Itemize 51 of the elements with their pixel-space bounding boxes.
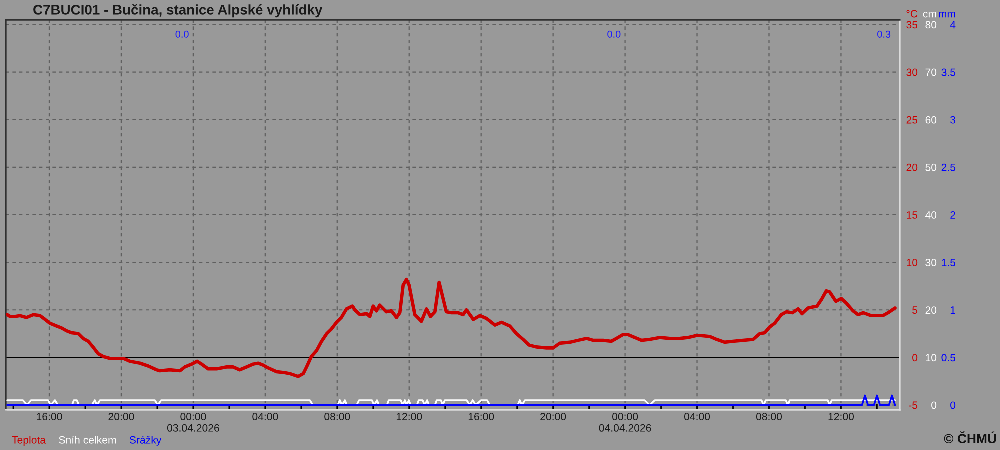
y-tick-label: 10: [907, 259, 918, 266]
x-tick-label: 12:00: [396, 413, 422, 421]
y2-tick-label: 30: [926, 259, 937, 266]
x-tick-label: 00:00 03.04.2026: [167, 413, 220, 432]
y3-tick-label: 3: [950, 116, 956, 124]
chart-title: C7BUCI01 - Bučina, stanice Alpské vyhlídky: [34, 4, 323, 18]
y2-tick-label: 60: [926, 116, 937, 124]
y-tick-label: 30: [906, 68, 918, 76]
annotation: 0.0: [176, 30, 189, 38]
x-tick-label: 08:00: [756, 413, 782, 421]
text: Srážky: [130, 436, 162, 446]
y3-tick-label: 0: [950, 402, 956, 410]
x-tick-label: 08:00: [324, 413, 350, 421]
y-tick-label: 5: [912, 306, 918, 314]
y-tick-label: 0: [912, 354, 918, 362]
x-tick-label: 20:00: [108, 413, 134, 421]
y3-tick-label: 0.5: [942, 354, 956, 362]
y3-tick-label: 4: [950, 21, 956, 29]
text: © ČHMÚ: [944, 432, 996, 444]
y-tick-label: 25: [906, 116, 918, 124]
y-axis-title: °C: [906, 10, 918, 18]
y-tick-label: 20: [906, 164, 918, 172]
y2-tick-label: 70: [926, 68, 937, 76]
x-tick-label: 04:00: [684, 413, 710, 421]
y-tick-label: 15: [907, 212, 918, 219]
y2-tick-label: 80: [926, 21, 937, 29]
text: Sníh celkem: [59, 436, 116, 444]
x-tick-label: 16:00: [37, 413, 62, 421]
y2-axis-title: cm: [923, 12, 936, 18]
y3-tick-label: 2: [950, 211, 956, 219]
y2-tick-label: 40: [926, 211, 937, 219]
x-tick-label: 00:00 04.04.2026: [599, 413, 652, 432]
x-tick-label: 16:00: [468, 413, 494, 421]
y2-tick-label: 10: [926, 354, 937, 362]
annotation: 0.3: [878, 30, 891, 38]
text: Teplota: [12, 436, 46, 446]
y-tick-label: 35: [906, 21, 918, 29]
annotation: 0.0: [608, 30, 621, 38]
y2-tick-label: 50: [926, 164, 937, 172]
y3-tick-label: 1.5: [942, 259, 956, 266]
y3-tick-label: 3.5: [942, 68, 956, 76]
y3-tick-label: 2.5: [942, 164, 956, 172]
x-tick-label: 20:00: [540, 413, 566, 421]
x-tick-label: 12:00: [828, 413, 854, 421]
y2-tick-label: 20: [926, 306, 937, 314]
line-series: [6, 278, 897, 378]
y3-tick-label: 1: [950, 306, 956, 314]
x-tick-label: 04:00: [252, 413, 278, 421]
y2-tick-label: 0: [932, 402, 937, 410]
y3-axis-title: mm: [939, 12, 956, 18]
y-tick-label: -5: [909, 402, 918, 410]
